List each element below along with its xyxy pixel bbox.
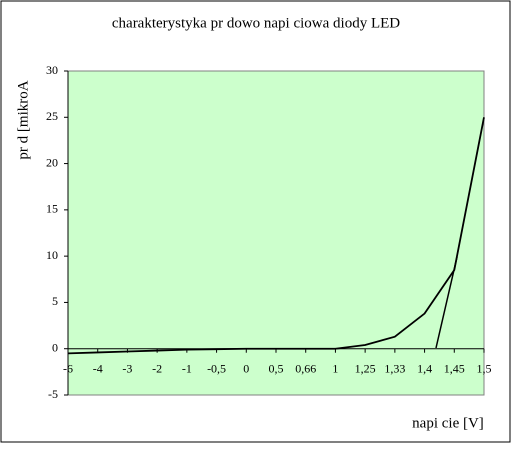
x-tick-label: -1 bbox=[182, 361, 192, 375]
chart-title: charakterystyka pr dowo napi ciowa diody… bbox=[112, 15, 400, 31]
x-tick-label: -0,5 bbox=[207, 361, 226, 375]
x-tick-label: 1,5 bbox=[477, 361, 492, 375]
x-tick-label: 1,25 bbox=[355, 361, 376, 375]
data-line bbox=[67, 117, 485, 355]
x-tick-label: -4 bbox=[93, 361, 103, 375]
x-tick-label: 1 bbox=[332, 361, 338, 375]
plot-area bbox=[67, 70, 485, 396]
y-tick-label: 20 bbox=[46, 155, 58, 169]
x-tick-label: 0,66 bbox=[295, 361, 316, 375]
y-tick-label: 0 bbox=[52, 340, 58, 354]
x-tick-label: -3 bbox=[122, 361, 132, 375]
x-tick-label: 0,5 bbox=[269, 361, 284, 375]
y-tick-label: 5 bbox=[52, 294, 58, 308]
x-tick-label: -2 bbox=[152, 361, 162, 375]
x-tick-label: 1,33 bbox=[384, 361, 405, 375]
y-tick-label: 15 bbox=[46, 202, 58, 216]
y-tick-label: -5 bbox=[48, 387, 58, 401]
x-tick-label: 1,4 bbox=[417, 361, 432, 375]
x-axis-title: napi cie [V] bbox=[412, 415, 484, 431]
y-tick-label: 30 bbox=[46, 63, 58, 77]
x-tick-label: -6 bbox=[63, 361, 73, 375]
y-tick-label: 25 bbox=[46, 109, 58, 123]
x-tick-label: 0 bbox=[243, 361, 249, 375]
x-tick-label: 1,45 bbox=[444, 361, 465, 375]
y-tick-label: 10 bbox=[46, 248, 58, 262]
y-axis-title: pr d [mikroA bbox=[15, 80, 31, 159]
